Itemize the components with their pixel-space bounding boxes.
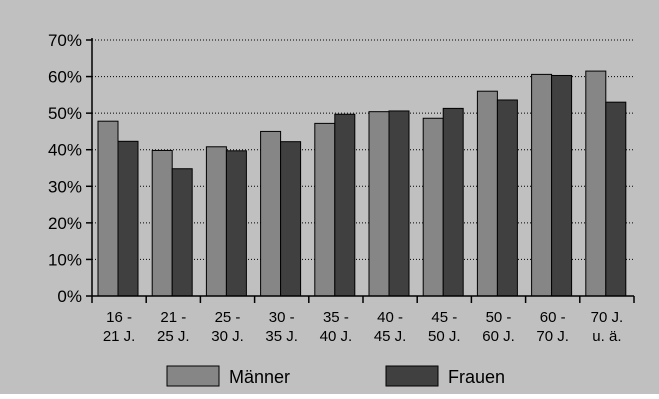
x-tick-label: 40 - xyxy=(377,309,403,326)
bar-maenner xyxy=(368,111,390,297)
x-tick-label: 35 J. xyxy=(265,328,298,345)
x-tick-label: 45 - xyxy=(431,309,457,326)
x-tick-label: 60 J. xyxy=(482,328,515,345)
legend-label-maenner: Männer xyxy=(229,367,290,387)
legend-swatch-frauen xyxy=(385,365,439,387)
bar-maenner xyxy=(531,73,553,297)
x-tick-label: u. ä. xyxy=(592,328,621,345)
bar-maenner xyxy=(585,70,607,297)
x-tick-label: 70 J. xyxy=(536,328,569,345)
x-tick-label: 60 - xyxy=(540,309,566,326)
legend-swatch-maenner xyxy=(166,365,220,387)
y-tick-label: 40% xyxy=(48,141,82,160)
bar-frauen xyxy=(442,107,464,297)
y-tick-label: 30% xyxy=(48,177,82,196)
bar-frauen xyxy=(605,101,627,297)
x-tick-label: 35 - xyxy=(323,309,349,326)
y-tick-label: 60% xyxy=(48,68,82,87)
x-tick-label: 70 J. xyxy=(591,309,624,326)
legend-label-frauen: Frauen xyxy=(448,367,505,387)
x-tick-label: 21 J. xyxy=(103,328,136,345)
y-tick-label: 10% xyxy=(48,250,82,269)
bar-maenner xyxy=(314,122,336,297)
x-tick-label: 21 - xyxy=(160,309,186,326)
x-tick-label: 30 - xyxy=(269,309,295,326)
x-tick-label: 50 J. xyxy=(428,328,461,345)
y-tick-label: 70% xyxy=(48,31,82,50)
bar-frauen xyxy=(280,141,302,297)
y-tick-label: 50% xyxy=(48,104,82,123)
bar-frauen xyxy=(551,74,573,297)
x-tick-label: 30 J. xyxy=(211,328,244,345)
y-tick-label: 0% xyxy=(57,287,82,306)
x-tick-label: 40 J. xyxy=(320,328,353,345)
bar-maenner xyxy=(97,120,119,297)
bar-frauen xyxy=(171,168,193,297)
bar-frauen xyxy=(225,150,247,297)
x-tick-label: 25 - xyxy=(215,309,241,326)
bar-frauen xyxy=(496,99,518,297)
bar-frauen xyxy=(388,110,410,297)
x-tick-label: 25 J. xyxy=(157,328,190,345)
bar-frauen xyxy=(334,113,356,297)
bar-maenner xyxy=(476,90,498,297)
x-tick-label: 45 J. xyxy=(374,328,407,345)
bar-frauen xyxy=(117,140,139,297)
bar-maenner xyxy=(151,149,173,297)
x-tick-label: 50 - xyxy=(486,309,512,326)
bar-maenner xyxy=(205,146,227,297)
bar-maenner xyxy=(422,117,444,297)
bar-maenner xyxy=(260,130,282,297)
x-tick-label: 16 - xyxy=(106,309,132,326)
y-tick-label: 20% xyxy=(48,214,82,233)
